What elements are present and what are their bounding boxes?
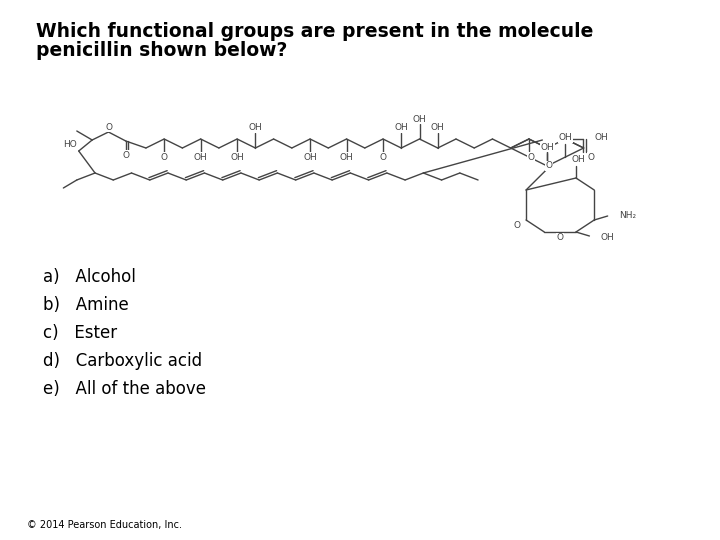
Text: a)   Alcohol: a) Alcohol: [43, 268, 136, 286]
Text: OH: OH: [395, 124, 408, 132]
Text: O: O: [379, 152, 387, 161]
Text: O: O: [106, 123, 113, 132]
Text: NH₂: NH₂: [619, 211, 636, 219]
Text: c)   Ester: c) Ester: [43, 324, 117, 342]
Text: HO: HO: [63, 140, 77, 149]
Text: OH: OH: [303, 152, 317, 161]
Text: O: O: [557, 233, 564, 242]
Text: OH: OH: [594, 133, 608, 143]
Text: OH: OH: [431, 124, 445, 132]
Text: e)   All of the above: e) All of the above: [43, 380, 206, 398]
Text: O: O: [161, 152, 168, 161]
Text: OH: OH: [340, 152, 354, 161]
Text: O: O: [122, 151, 130, 159]
Text: O: O: [546, 161, 553, 171]
Text: © 2014 Pearson Education, Inc.: © 2014 Pearson Education, Inc.: [27, 520, 182, 530]
Text: O: O: [513, 221, 521, 231]
Text: b)   Amine: b) Amine: [43, 296, 129, 314]
Text: OH: OH: [601, 233, 615, 241]
Text: OH: OH: [571, 156, 585, 165]
Text: OH: OH: [230, 152, 244, 161]
Text: penicillin shown below?: penicillin shown below?: [37, 41, 288, 60]
Text: OH: OH: [413, 114, 426, 124]
Text: d)   Carboxylic acid: d) Carboxylic acid: [43, 352, 202, 370]
Text: OH: OH: [540, 143, 554, 152]
Text: O: O: [588, 152, 595, 161]
Text: Which functional groups are present in the molecule: Which functional groups are present in t…: [37, 22, 594, 41]
Text: OH: OH: [559, 133, 572, 143]
Text: OH: OH: [248, 124, 262, 132]
Text: OH: OH: [194, 152, 207, 161]
Text: O: O: [527, 152, 534, 161]
